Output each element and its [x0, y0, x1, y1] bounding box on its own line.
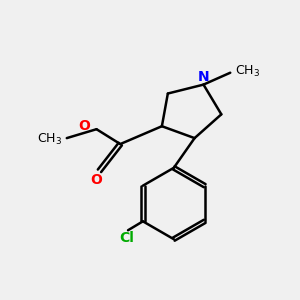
Text: CH$_3$: CH$_3$	[37, 132, 62, 147]
Text: N: N	[198, 70, 209, 84]
Text: O: O	[79, 119, 91, 133]
Text: CH$_3$: CH$_3$	[235, 64, 260, 79]
Text: O: O	[91, 173, 102, 187]
Text: Cl: Cl	[119, 231, 134, 245]
